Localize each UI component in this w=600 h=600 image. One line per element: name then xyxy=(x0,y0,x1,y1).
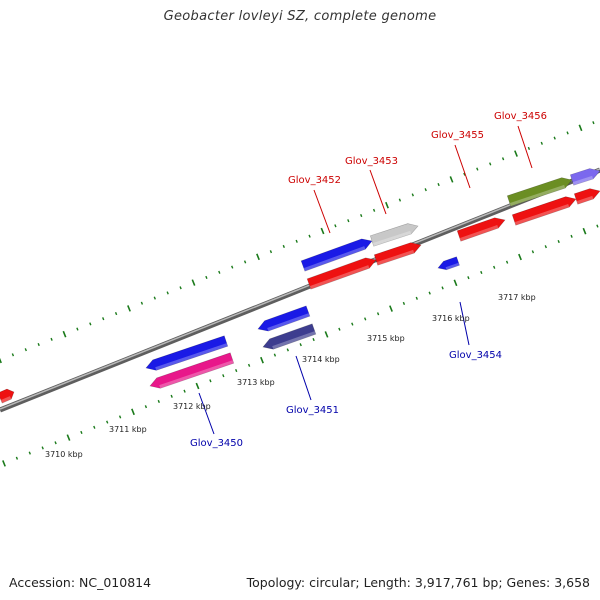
gene-feature-3452-red xyxy=(306,257,377,290)
gene-label-glov-3451: Glov_3451 xyxy=(286,405,339,416)
kbp-label-3712: 3712 kbp xyxy=(173,402,211,411)
gene-label-glov-3453: Glov_3453 xyxy=(345,156,398,167)
gene-feature-3453-red xyxy=(373,242,422,266)
gene-feature-3450-magenta xyxy=(149,352,235,389)
genome-backbone xyxy=(0,167,600,413)
genome-summary-text: Topology: circular; Length: 3,917,761 bp… xyxy=(246,575,590,590)
map-title: Geobacter lovleyi SZ, complete genome xyxy=(163,9,437,24)
kbp-label-3715: 3715 kbp xyxy=(367,334,405,343)
gene-feature-3456-olive xyxy=(506,177,573,207)
leader-glov-3454 xyxy=(459,301,470,346)
leader-glov-3453 xyxy=(369,169,387,215)
leader-glov-3452 xyxy=(313,189,331,234)
gene-feature-3455-red xyxy=(456,217,506,242)
gene-feature-3456-violet xyxy=(569,168,600,186)
gene-feature-3450-blue xyxy=(145,335,229,371)
leader-glov-3455 xyxy=(454,144,471,189)
gene-feature-3452-blue xyxy=(300,238,373,272)
kbp-label-3713: 3713 kbp xyxy=(237,378,275,387)
tick-rulers xyxy=(0,121,599,467)
leader-glov-3456 xyxy=(517,125,533,169)
gene-feature-3451-blue xyxy=(257,305,311,332)
gene-label-glov-3450: Glov_3450 xyxy=(190,438,243,449)
gene-label-glov-3454: Glov_3454 xyxy=(449,350,502,361)
label-leader-lines xyxy=(198,125,533,435)
leader-glov-3451 xyxy=(295,355,312,401)
gene-feature-3456b-red xyxy=(573,188,600,205)
gene-feature-3454-blue xyxy=(437,256,460,271)
gene-feature-3453-grey xyxy=(369,223,419,247)
kbp-label-3714: 3714 kbp xyxy=(302,355,340,364)
gene-feature-3451-slate xyxy=(262,323,317,350)
kbp-label-3711: 3711 kbp xyxy=(109,425,147,434)
kbp-label-3717: 3717 kbp xyxy=(498,293,536,302)
accession-text: Accession: NC_010814 xyxy=(9,575,152,590)
gene-label-glov-3456: Glov_3456 xyxy=(494,111,547,122)
gene-label-glov-3455: Glov_3455 xyxy=(431,130,484,141)
gene-label-glov-3452: Glov_3452 xyxy=(288,175,341,186)
gene-feature-edge-red xyxy=(0,388,15,404)
gene-feature-3456-red xyxy=(511,196,577,226)
kbp-label-3710: 3710 kbp xyxy=(45,450,83,459)
kbp-label-3716: 3716 kbp xyxy=(432,314,470,323)
leader-glov-3450 xyxy=(198,392,215,435)
gene-features xyxy=(0,168,600,404)
